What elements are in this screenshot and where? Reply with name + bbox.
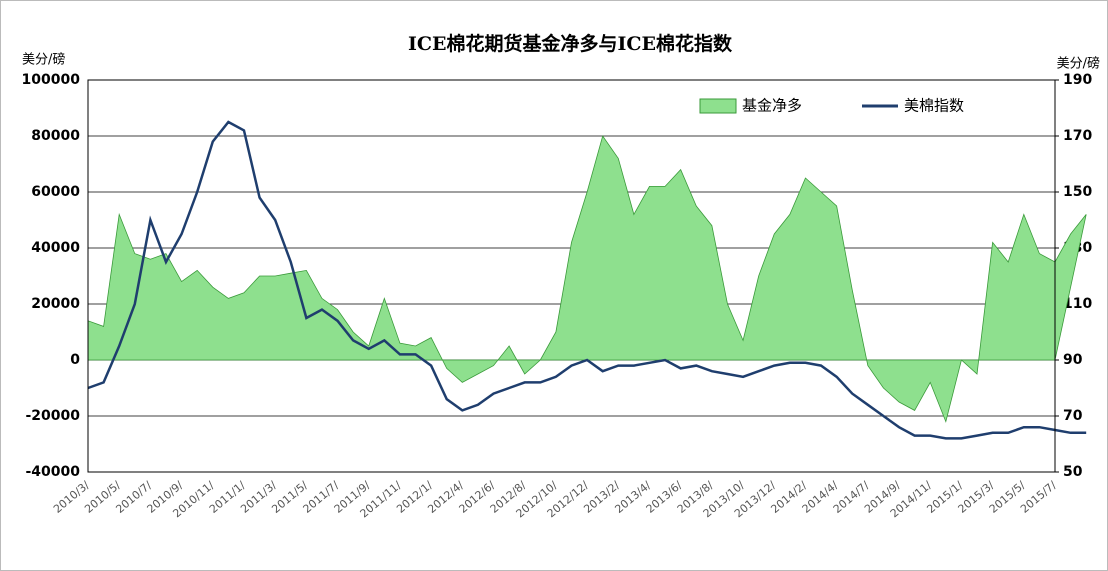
plot-border	[87, 79, 1056, 473]
y2-tick-label: 50	[1063, 464, 1083, 480]
chart-title: ICE棉花期货基金净多与ICE棉花指数	[408, 32, 733, 55]
y2-tick-label: 110	[1063, 296, 1092, 312]
index-line	[87, 120, 1087, 440]
legend-label: 基金净多	[742, 97, 802, 115]
y2-tick-label: 70	[1063, 408, 1083, 424]
net-long-area	[87, 135, 1087, 423]
legend-swatch	[699, 98, 737, 114]
y-tick-label: 80000	[31, 128, 80, 144]
y2-tick-label: 170	[1063, 128, 1092, 144]
y-axis-label: 美分/磅	[22, 52, 65, 68]
y2-tick-label: 90	[1063, 352, 1083, 368]
legend-label: 美棉指数	[904, 97, 964, 115]
y2-tick-label: 190	[1063, 72, 1092, 88]
y-tick-label: -20000	[25, 408, 80, 424]
y2-axis-label: 美分/磅	[1057, 56, 1100, 72]
y-tick-label: 60000	[31, 184, 80, 200]
y2-tick-label: 150	[1063, 184, 1092, 200]
y-tick-label: 40000	[31, 240, 80, 256]
y-tick-label: 100000	[22, 72, 81, 88]
y-tick-label: 20000	[31, 296, 80, 312]
y-tick-label: -40000	[25, 464, 80, 480]
y-tick-label: 0	[70, 352, 80, 368]
